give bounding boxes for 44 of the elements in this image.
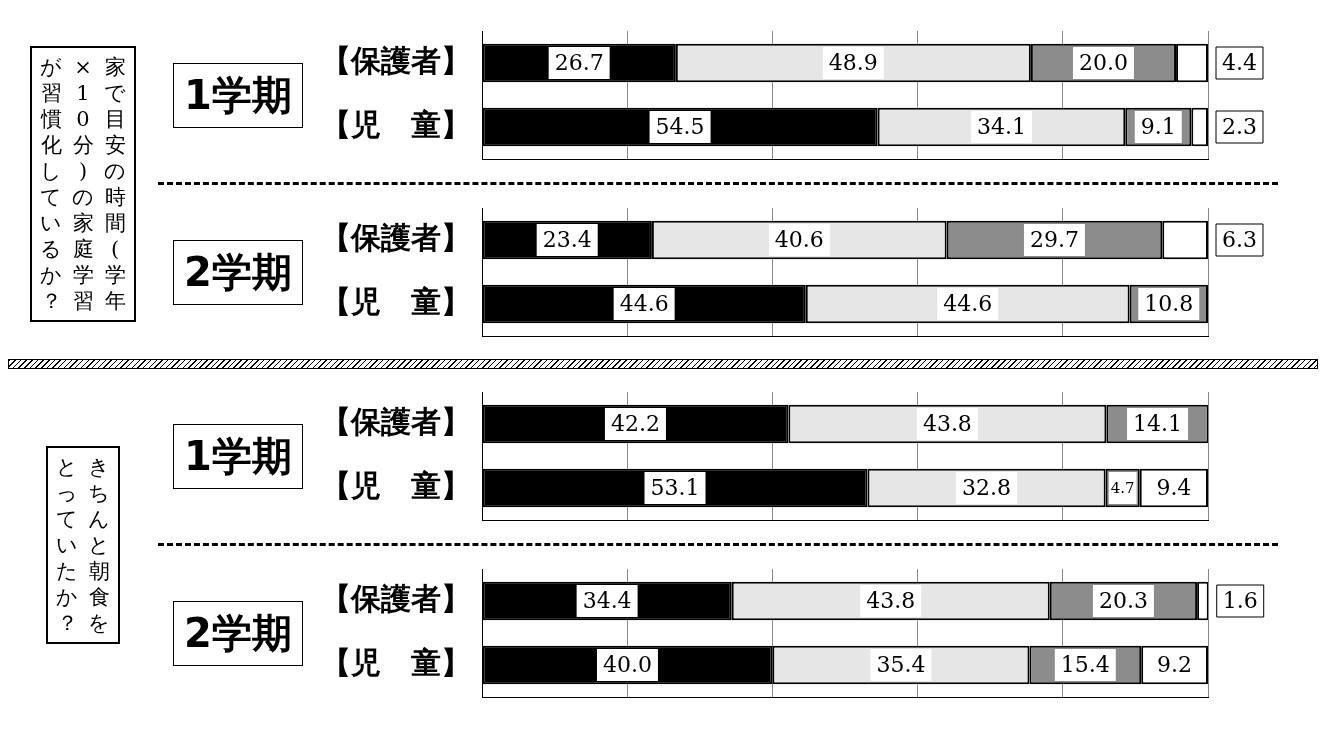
data-label: 32.8 [962, 474, 1012, 500]
category-label: 【児 童】 [321, 467, 471, 503]
data-label: 10.8 [1144, 290, 1194, 316]
text: 1学期 [173, 423, 303, 489]
category-label: 【保護者】 [321, 580, 471, 616]
data-label: 42.2 [610, 410, 660, 436]
text: 2学期 [173, 600, 303, 666]
data-label: 23.4 [542, 226, 592, 252]
text: 1学期 [173, 62, 303, 128]
data-label: 20.3 [1098, 587, 1148, 613]
data-label: 15.4 [1060, 651, 1110, 677]
data-label: 53.1 [650, 474, 700, 500]
category-label: 【保護者】 [321, 403, 471, 439]
data-label: 9.1 [1140, 113, 1176, 139]
data-label: 43.8 [922, 410, 972, 436]
data-label: 34.4 [582, 587, 632, 613]
category-label: 【児 童】 [321, 644, 471, 680]
data-label: 9.4 [1156, 474, 1192, 500]
data-label: 29.7 [1029, 226, 1079, 252]
text: 家で目安の時間(学年×10分)の家庭学習が習慣化しているか？ [40, 54, 126, 313]
data-label: 35.4 [876, 651, 926, 677]
data-label: 2.3 [1221, 113, 1257, 139]
data-label: 1.6 [1222, 587, 1258, 613]
category-label: 【児 童】 [321, 106, 471, 142]
data-label: 48.9 [828, 49, 878, 75]
category-label: 【保護者】 [321, 42, 471, 78]
category-label: 【保護者】 [321, 219, 471, 255]
category-label: 【児 童】 [321, 283, 471, 319]
data-label: 34.1 [976, 113, 1026, 139]
data-label: 40.0 [602, 651, 652, 677]
data-label: 4.7 [1110, 478, 1135, 497]
data-label: 40.6 [774, 226, 824, 252]
data-label: 44.6 [619, 290, 669, 316]
data-label: 26.7 [554, 49, 604, 75]
data-label: 54.5 [655, 113, 705, 139]
data-label: 44.6 [943, 290, 993, 316]
text: 2学期 [173, 239, 303, 305]
data-label: 14.1 [1133, 410, 1183, 436]
data-label: 4.4 [1221, 49, 1257, 75]
data-label: 9.2 [1157, 651, 1193, 677]
data-label: 6.3 [1221, 226, 1257, 252]
data-label: 20.0 [1078, 49, 1128, 75]
data-label: 43.8 [866, 587, 916, 613]
text: きちんと朝食をとっていたか？ [56, 454, 110, 635]
